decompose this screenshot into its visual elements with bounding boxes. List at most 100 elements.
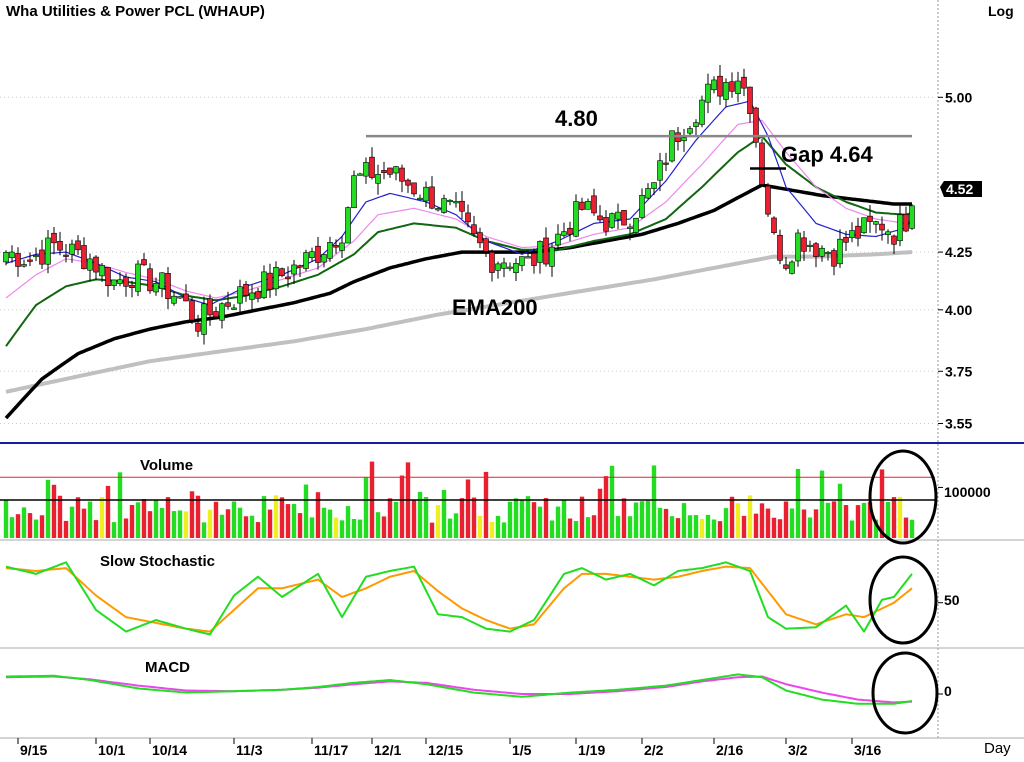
candle-body <box>579 201 585 210</box>
volume-bar <box>543 498 549 538</box>
volume-bar <box>231 501 237 538</box>
ema200-line <box>5 250 913 394</box>
macd-label: MACD <box>145 659 190 676</box>
candle-body <box>627 226 633 230</box>
volume-bar <box>459 498 465 538</box>
volume-bar <box>345 506 351 538</box>
candle-body <box>261 271 267 299</box>
volume-bar <box>909 519 915 538</box>
stochastic-k-line <box>5 561 913 636</box>
candle-body <box>585 200 591 210</box>
price-tick-label: 4.00 <box>945 302 972 318</box>
volume-bar <box>843 505 849 538</box>
volume-bar <box>621 498 627 538</box>
volume-bar <box>267 509 273 538</box>
volume-bar <box>813 509 819 538</box>
volume-bar <box>747 495 753 538</box>
candle-body <box>453 201 459 204</box>
candle-body <box>39 249 45 265</box>
candle-body <box>669 130 675 162</box>
candle-body <box>381 170 387 174</box>
volume-bar <box>45 479 51 538</box>
volume-bar <box>603 476 609 538</box>
candle-body <box>639 194 645 218</box>
volume-bar <box>471 497 477 538</box>
candle-body <box>231 307 237 310</box>
chart-title: Wha Utilities & Power PCL (WHAUP) <box>6 3 265 20</box>
volume-bar <box>687 515 693 538</box>
volume-bar <box>807 517 813 538</box>
volume-bar <box>513 498 519 538</box>
candle-body <box>447 199 453 203</box>
candle-body <box>393 166 399 174</box>
volume-bar <box>189 491 195 538</box>
candle-body <box>711 79 717 91</box>
macd-line <box>6 673 913 705</box>
volume-bar <box>759 503 765 538</box>
volume-bar <box>753 513 759 538</box>
volume-bar <box>111 522 117 538</box>
volume-bar <box>525 496 531 538</box>
candle-body <box>501 262 507 269</box>
candle-body <box>237 286 243 304</box>
volume-bar <box>519 500 525 538</box>
chart-frame <box>0 0 1024 740</box>
candle-body <box>543 237 549 265</box>
candle-body <box>3 252 9 263</box>
candle-body <box>831 250 837 267</box>
volume-bar <box>33 519 39 538</box>
candle-body <box>159 272 165 289</box>
volume-bar <box>699 518 705 538</box>
volume-bar <box>273 495 279 538</box>
volume-bar <box>39 515 45 538</box>
volume-bar <box>825 502 831 538</box>
candle-body <box>81 245 87 270</box>
candle-body <box>465 212 471 223</box>
volume-bar <box>57 495 63 538</box>
candle-body <box>507 266 513 269</box>
volume-bar <box>429 522 435 538</box>
candle-body <box>699 99 705 125</box>
volume-bar <box>801 509 807 538</box>
volume-bar <box>9 517 15 538</box>
candle-body <box>183 293 189 302</box>
volume-bar <box>249 515 255 538</box>
candle-body <box>285 276 291 280</box>
candle-body <box>99 264 105 277</box>
volume-bar <box>183 511 189 538</box>
volume-bar <box>219 514 225 538</box>
candle-body <box>483 238 489 252</box>
candle-body <box>177 296 183 299</box>
candle-body <box>57 240 63 251</box>
volume-bar <box>195 495 201 538</box>
volume-bar <box>681 503 687 538</box>
volume-bar <box>225 509 231 538</box>
candle-body <box>651 182 657 189</box>
candle-body <box>417 197 423 200</box>
candle-body <box>201 303 207 335</box>
volume-bar <box>303 484 309 538</box>
volume-highlight-ellipse <box>868 449 938 545</box>
volume-bar <box>489 521 495 538</box>
volume-bar <box>765 508 771 538</box>
resistance-label: 4.80 <box>555 106 598 131</box>
candle-body <box>681 137 687 142</box>
volume-bar <box>573 521 579 538</box>
volume-bar <box>567 518 573 538</box>
volume-bar <box>123 518 129 538</box>
volume-bar <box>873 519 879 538</box>
volume-bar <box>255 522 261 538</box>
volume-bar <box>435 505 441 538</box>
volume-bar <box>309 517 315 538</box>
candle-body <box>885 231 891 235</box>
volume-bar <box>279 497 285 538</box>
candle-body <box>255 291 261 299</box>
candle-body <box>129 284 135 289</box>
candlesticks <box>3 65 915 345</box>
macd-lines <box>6 673 913 705</box>
candle-body <box>549 246 555 267</box>
candle-body <box>537 241 543 263</box>
volume-bar <box>153 499 159 538</box>
candle-body <box>345 207 351 244</box>
volume-bar <box>789 508 795 538</box>
